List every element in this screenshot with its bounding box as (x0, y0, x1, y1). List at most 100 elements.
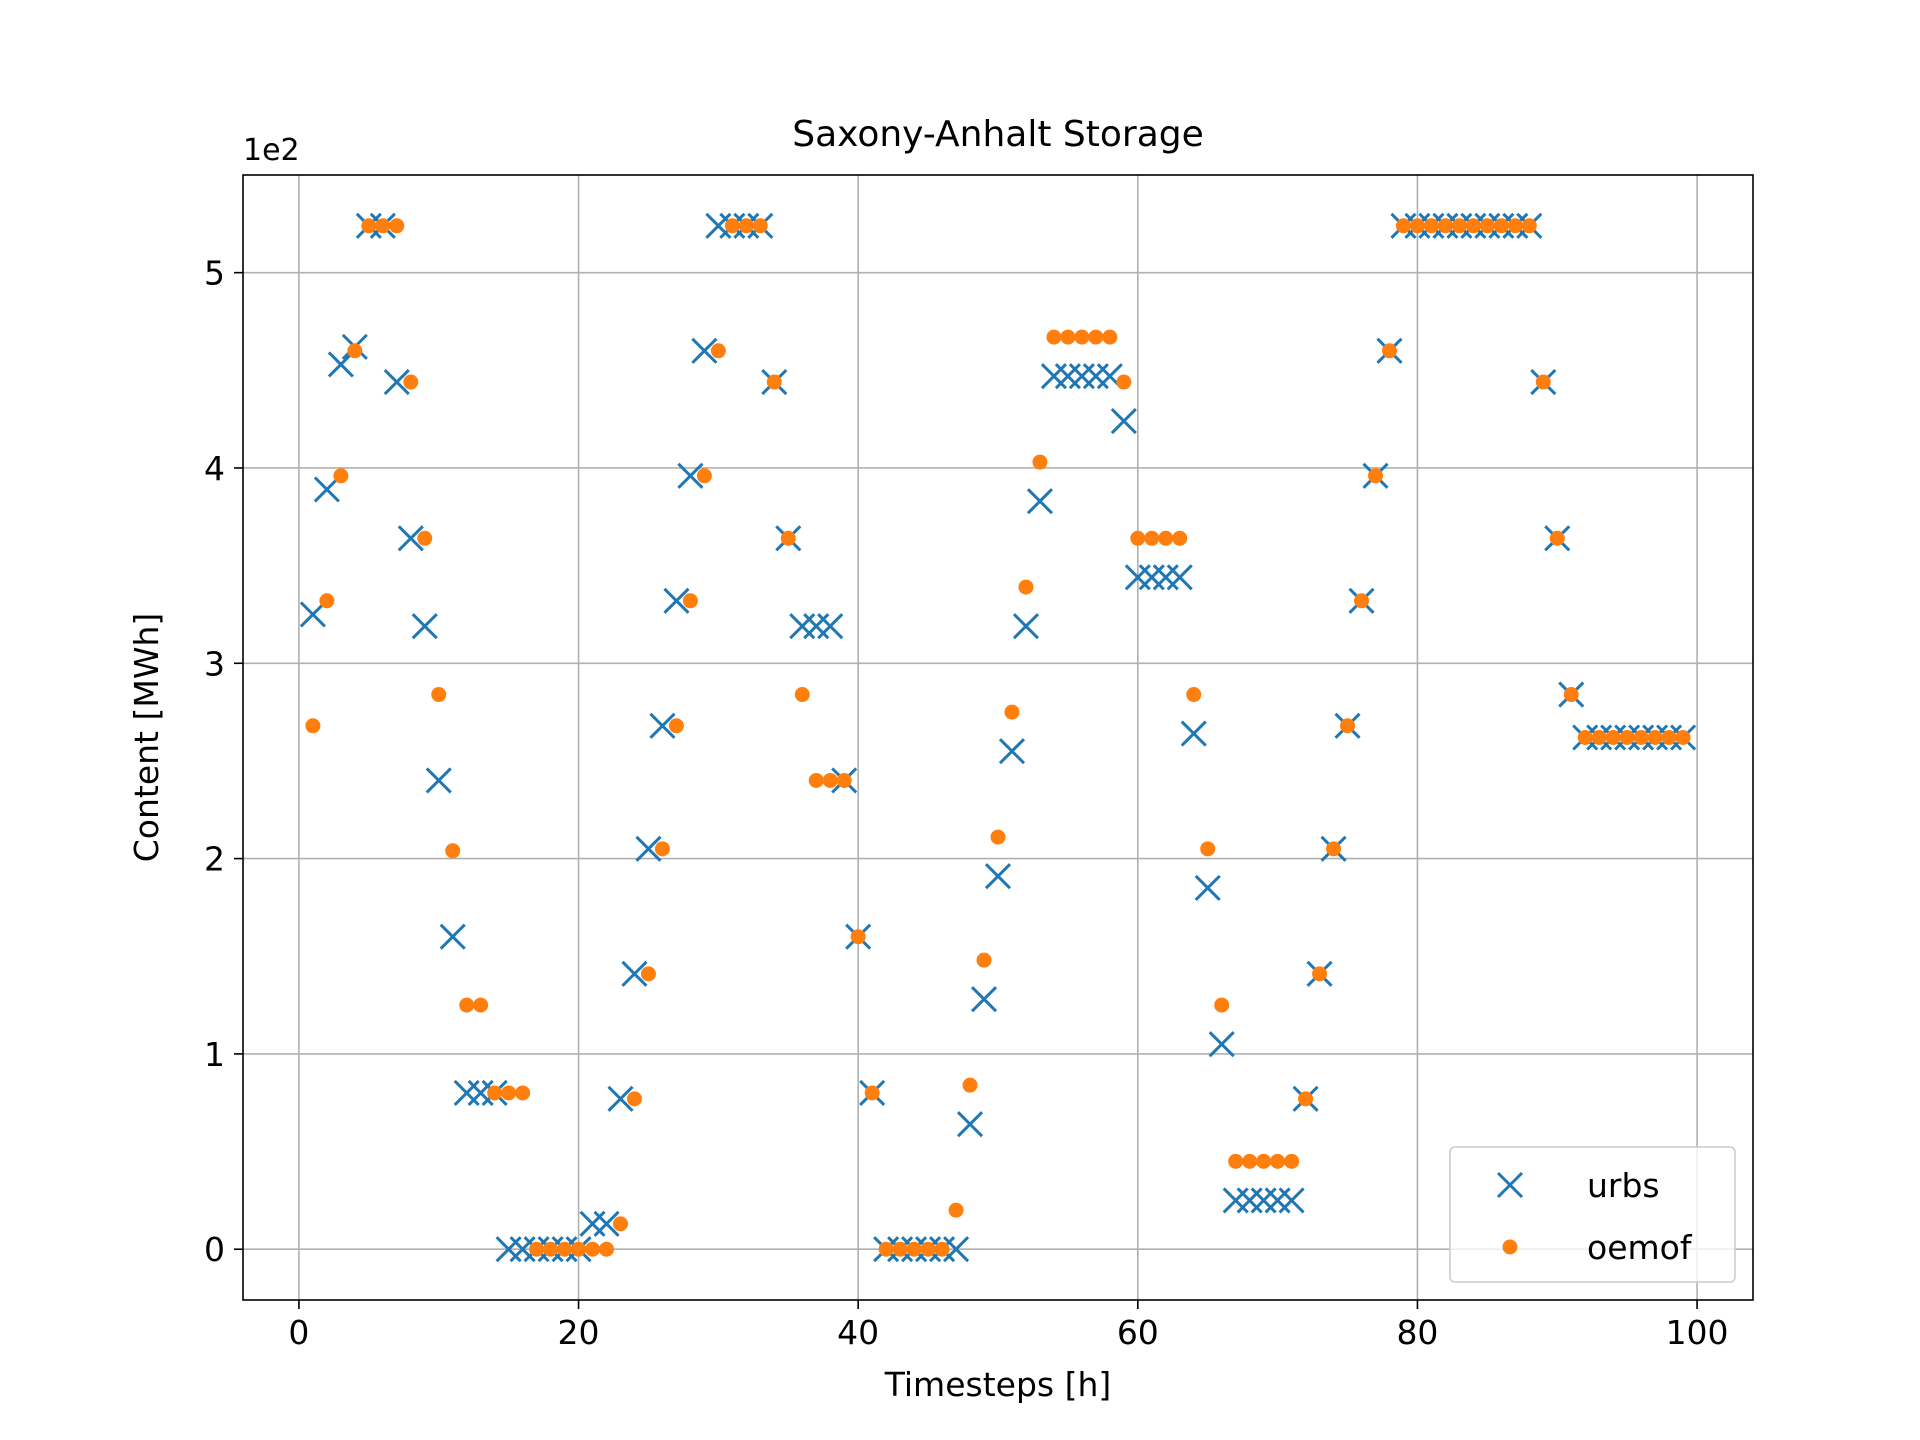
point-oemof (948, 1202, 964, 1218)
point-urbs (677, 462, 704, 489)
legend-marker-oemof (1502, 1239, 1518, 1255)
x-marker-stroke (817, 613, 844, 640)
point-urbs (942, 1236, 970, 1263)
point-oemof (1116, 374, 1132, 390)
point-urbs (984, 863, 1012, 890)
point-oemof (668, 718, 684, 734)
x-marker-stroke (313, 476, 340, 503)
point-oemof (1381, 343, 1397, 359)
x-marker-stroke (425, 767, 452, 794)
point-oemof (1368, 468, 1383, 484)
point-oemof (361, 218, 377, 234)
x-marker-stroke (299, 601, 326, 628)
x-marker-stroke (663, 587, 690, 614)
x-tick-label: 40 (837, 1313, 879, 1352)
y-tick-label: 2 (204, 840, 225, 879)
point-oemof (1032, 454, 1048, 470)
axes-frame (242, 174, 1754, 1301)
point-oemof (696, 468, 712, 484)
point-oemof (1451, 218, 1467, 234)
point-oemof (1465, 218, 1481, 234)
x-marker-stroke (1026, 488, 1054, 515)
point-oemof (1214, 997, 1230, 1013)
point-urbs (425, 767, 452, 794)
point-oemof (892, 1241, 908, 1257)
x-marker-stroke (998, 738, 1026, 765)
x-axis-label: Timesteps [h] (884, 1365, 1112, 1404)
point-oemof (487, 1085, 503, 1101)
point-oemof (836, 772, 852, 788)
point-oemof (1284, 1153, 1300, 1169)
point-oemof (417, 530, 433, 546)
x-marker-stroke (1180, 720, 1207, 747)
point-oemof (1563, 687, 1579, 703)
x-marker-stroke (411, 613, 438, 640)
x-marker-stroke (607, 1085, 634, 1112)
point-urbs (635, 835, 662, 862)
point-oemof (1270, 1153, 1286, 1169)
x-marker-stroke (1096, 363, 1123, 390)
point-oemof (1675, 730, 1691, 745)
point-oemof (431, 687, 447, 703)
point-oemof (1507, 218, 1523, 234)
grid (243, 175, 1753, 1300)
point-oemof (626, 1091, 642, 1107)
x-marker-stroke (649, 712, 676, 739)
point-urbs (1278, 1187, 1305, 1214)
y-tick-label: 4 (204, 449, 225, 488)
point-oemof (724, 218, 740, 234)
y-offset-label: 1e2 (243, 133, 300, 168)
point-oemof (319, 593, 335, 609)
point-oemof (1409, 218, 1425, 234)
x-tick-label: 20 (558, 1313, 600, 1352)
x-marker-stroke (1166, 564, 1193, 591)
ticks: 0 20 40 60 80 100 0 1 2 3 4 5 (204, 254, 1729, 1352)
point-oemof (1074, 329, 1090, 345)
point-urbs (383, 368, 410, 396)
point-oemof (1423, 218, 1439, 234)
y-tick-label: 1 (204, 1035, 225, 1074)
point-oemof (613, 1216, 628, 1232)
x-marker-stroke (1278, 1187, 1305, 1214)
point-oemof (1493, 218, 1509, 234)
legend-box (1449, 1146, 1736, 1283)
point-urbs (299, 601, 326, 628)
point-oemof (333, 468, 349, 484)
data-marks (299, 212, 1697, 1263)
point-oemof (515, 1085, 531, 1101)
x-marker-stroke (984, 863, 1012, 890)
x-marker-stroke (383, 368, 410, 396)
point-oemof (962, 1077, 978, 1093)
x-tick-label: 100 (1666, 1313, 1729, 1352)
point-oemof (1102, 329, 1118, 345)
point-oemof (1242, 1153, 1258, 1169)
point-oemof (501, 1085, 517, 1101)
point-oemof (1088, 329, 1104, 345)
x-marker-stroke (439, 923, 466, 950)
point-urbs (1194, 874, 1221, 901)
point-oemof (794, 687, 810, 703)
x-marker-stroke (970, 986, 998, 1013)
point-oemof (1661, 730, 1677, 745)
point-oemof (864, 1085, 880, 1101)
point-urbs (663, 587, 690, 614)
point-oemof (1479, 218, 1495, 234)
x-marker-stroke (1110, 408, 1137, 435)
x-marker-stroke (691, 337, 718, 364)
point-oemof (347, 343, 363, 359)
x-marker-stroke (1208, 1031, 1235, 1058)
point-oemof (1200, 841, 1216, 857)
point-oemof (445, 843, 461, 859)
point-urbs (1026, 488, 1054, 515)
point-oemof (1605, 730, 1621, 745)
x-marker-stroke (677, 462, 704, 489)
point-oemof (1619, 730, 1635, 745)
point-urbs (1110, 408, 1137, 435)
point-oemof (557, 1241, 573, 1257)
x-marker-stroke (1012, 613, 1040, 640)
point-oemof (1186, 687, 1202, 703)
point-oemof (1326, 841, 1342, 857)
point-oemof (599, 1241, 615, 1257)
point-urbs (1166, 564, 1193, 591)
